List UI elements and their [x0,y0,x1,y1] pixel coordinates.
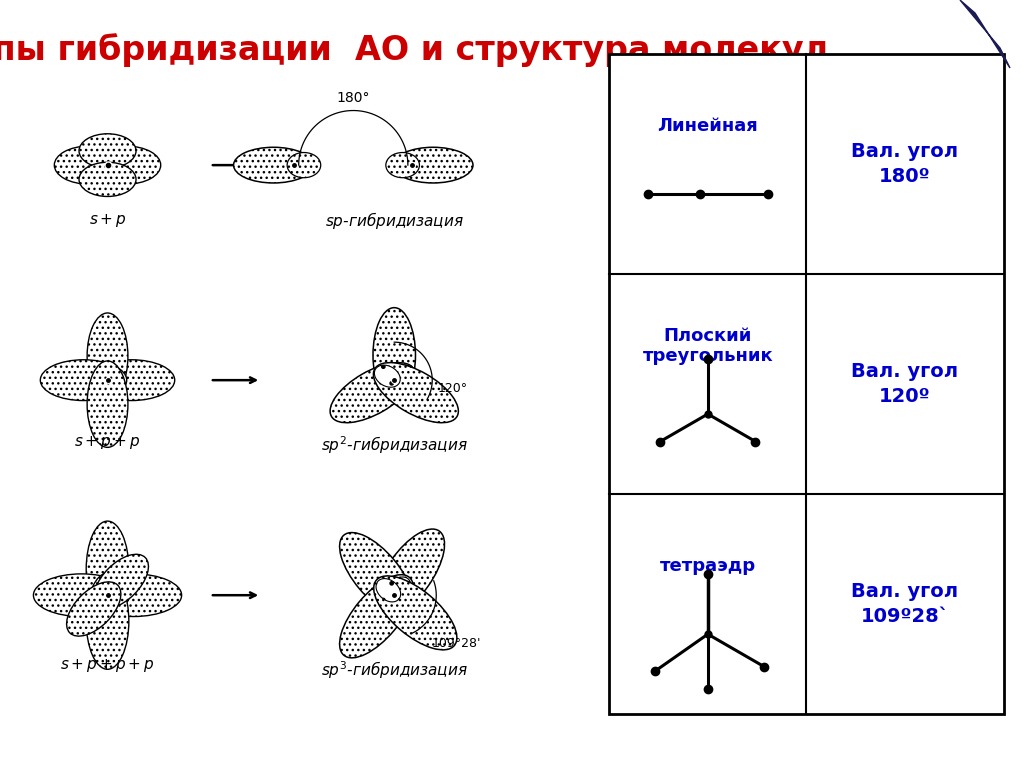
Text: $s + p$: $s + p$ [89,212,126,229]
Text: тетраэдр: тетраэдр [659,557,756,575]
Ellipse shape [340,532,414,616]
Ellipse shape [387,589,411,614]
Text: Вал. угол
109º28`: Вал. угол 109º28` [851,582,958,626]
Ellipse shape [376,529,444,616]
Ellipse shape [79,134,136,168]
Ellipse shape [54,146,123,184]
Ellipse shape [330,362,415,422]
Ellipse shape [92,146,161,184]
Ellipse shape [88,359,175,401]
Text: типы гибридизации  АО и структура молекул: типы гибридизации АО и структура молекул [0,33,828,67]
Ellipse shape [373,308,416,402]
Ellipse shape [374,576,457,650]
Ellipse shape [94,554,148,608]
Ellipse shape [384,375,404,402]
Text: $sp$-гибридизация: $sp$-гибридизация [325,210,464,230]
Ellipse shape [34,574,130,617]
Ellipse shape [86,573,129,669]
Text: Вал. угол
120º: Вал. угол 120º [851,362,958,406]
Text: Плоский
треугольник: Плоский треугольник [642,326,773,366]
Ellipse shape [233,147,313,183]
Ellipse shape [387,577,411,601]
Ellipse shape [40,359,127,401]
Text: $sp^2$-гибридизация: $sp^2$-гибридизация [321,435,468,456]
Ellipse shape [340,574,414,658]
Ellipse shape [287,153,321,177]
Ellipse shape [375,365,400,387]
Ellipse shape [374,362,459,422]
Text: Линейная: Линейная [657,117,758,135]
Ellipse shape [86,521,129,617]
Ellipse shape [379,589,401,614]
Ellipse shape [87,313,128,399]
Text: 180°: 180° [337,91,370,104]
Ellipse shape [85,574,181,617]
Ellipse shape [79,162,136,197]
Text: 120°: 120° [437,382,467,395]
Text: $s + p + p + p$: $s + p + p + p$ [60,657,155,674]
Text: $s + p + p$: $s + p + p$ [75,434,140,451]
Ellipse shape [67,582,121,636]
Ellipse shape [393,147,473,183]
Text: 109°28': 109°28' [431,637,480,650]
Polygon shape [961,0,1010,68]
Bar [609,54,1004,714]
Ellipse shape [376,578,400,602]
Ellipse shape [388,365,414,387]
Ellipse shape [87,361,128,447]
Ellipse shape [386,153,420,177]
Text: Вал. угол
180º: Вал. угол 180º [851,142,958,186]
Text: $sp^3$-гибридизация: $sp^3$-гибридизация [321,660,468,681]
